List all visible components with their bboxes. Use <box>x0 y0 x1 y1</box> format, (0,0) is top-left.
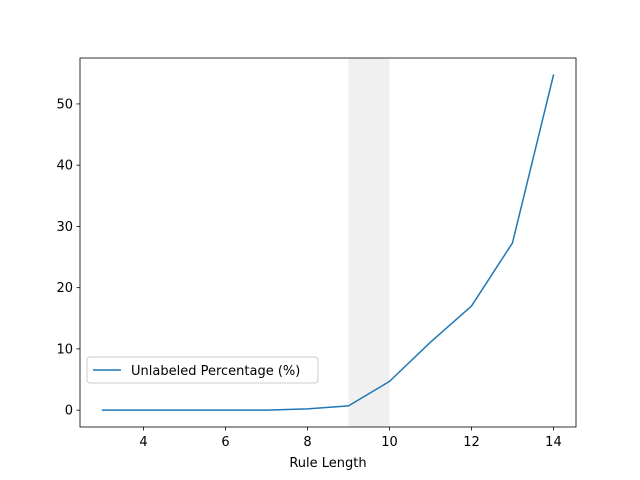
x-tick-label: 4 <box>139 435 147 450</box>
y-tick-label: 50 <box>56 97 73 112</box>
x-axis-ticks: 4 6 8 10 12 14 <box>139 427 562 450</box>
highlight-span <box>348 58 390 427</box>
x-tick-label: 8 <box>303 435 311 450</box>
x-axis-label: Rule Length <box>289 456 366 471</box>
x-tick-label: 10 <box>381 435 398 450</box>
legend-label: Unlabeled Percentage (%) <box>131 364 300 379</box>
y-tick-label: 0 <box>65 404 73 419</box>
series-line-0 <box>101 74 555 411</box>
y-tick-label: 20 <box>56 281 73 296</box>
x-tick-label: 12 <box>463 435 480 450</box>
legend-box <box>86 356 319 384</box>
y-axis-ticks: 0 10 20 30 40 50 <box>56 97 80 419</box>
x-tick-label: 14 <box>545 435 562 450</box>
legend: Unlabeled Percentage (%) <box>86 356 319 384</box>
highlight-span-layer <box>348 58 390 427</box>
y-tick-label: 40 <box>56 159 73 174</box>
y-tick-label: 30 <box>56 220 73 235</box>
x-tick-label: 6 <box>221 435 229 450</box>
plot-frame <box>79 57 577 428</box>
series-layer <box>101 74 555 411</box>
y-tick-label: 10 <box>56 342 73 357</box>
